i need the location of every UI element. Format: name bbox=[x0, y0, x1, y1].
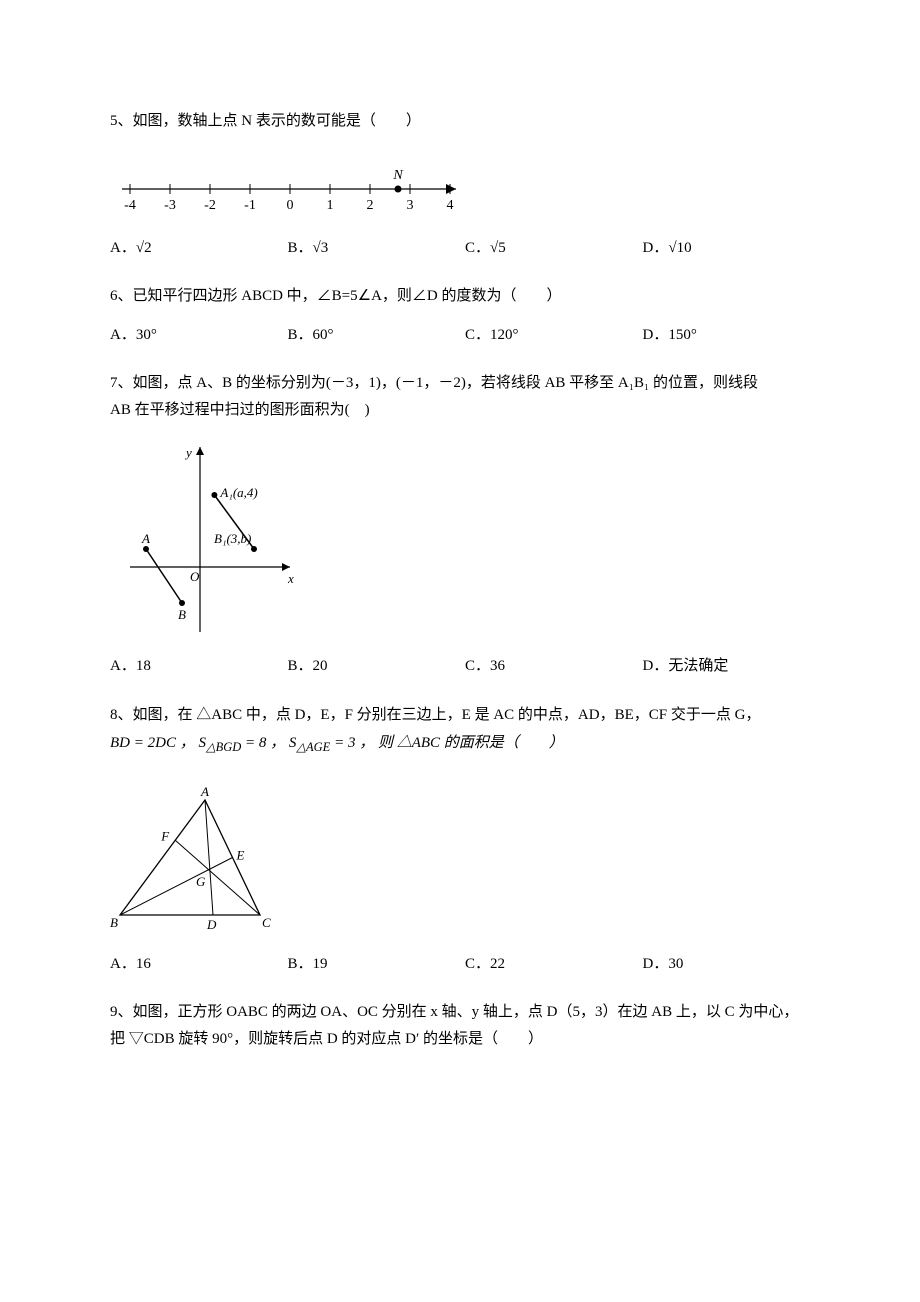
q8-l2-prefix: BD = 2DC ， S bbox=[110, 735, 206, 751]
q6-choice-b: B．60° bbox=[288, 324, 466, 347]
q5-choice-d: D．√10 bbox=[643, 237, 821, 260]
q6-c-val: 120° bbox=[490, 327, 519, 343]
svg-text:B: B bbox=[178, 607, 186, 622]
svg-text:-4: -4 bbox=[124, 198, 136, 213]
q7-choice-c: C．36 bbox=[465, 655, 643, 678]
q8-triangle: A B C D E F G bbox=[110, 785, 820, 935]
q7-choice-a: A．18 bbox=[110, 655, 288, 678]
triangle-svg: A B C D E F G bbox=[110, 785, 290, 935]
q6-a-val: 30° bbox=[136, 327, 157, 343]
q8-d-val: 30 bbox=[668, 956, 683, 972]
svg-text:1: 1 bbox=[327, 198, 334, 213]
svg-text:x: x bbox=[287, 571, 294, 586]
coord-graph-svg: Ox y A B A₁(a,4) B₁(3,b) bbox=[110, 437, 310, 637]
q5-choice-a: A．√2 bbox=[110, 237, 288, 260]
q7-c-val: 36 bbox=[490, 658, 505, 674]
svg-text:E: E bbox=[236, 847, 245, 862]
svg-text:0: 0 bbox=[287, 198, 294, 213]
svg-text:y: y bbox=[184, 445, 192, 460]
q8-choice-d: D．30 bbox=[643, 953, 821, 976]
svg-text:N: N bbox=[392, 168, 403, 183]
q6-text: 6、已知平行四边形 ABCD 中，∠B=5∠A，则∠D 的度数为（ ） bbox=[110, 285, 820, 308]
svg-text:3: 3 bbox=[407, 198, 414, 213]
q5-text: 5、如图，数轴上点 N 表示的数可能是（ ） bbox=[110, 110, 820, 133]
q9-text-2: 把 ▽CDB 旋转 90°，则旋转后点 D 的对应点 D′ 的坐标是（ ） bbox=[110, 1028, 820, 1051]
q7-choices: A．18 B．20 C．36 D．无法确定 bbox=[110, 655, 820, 678]
q6-choice-d: D．150° bbox=[643, 324, 821, 347]
svg-text:-1: -1 bbox=[244, 198, 256, 213]
q8-sub1: △BGD bbox=[206, 740, 241, 754]
q7-b-val: 20 bbox=[313, 658, 328, 674]
q7-graph: Ox y A B A₁(a,4) B₁(3,b) bbox=[110, 437, 820, 637]
svg-text:B: B bbox=[110, 915, 118, 930]
svg-text:2: 2 bbox=[367, 198, 374, 213]
q5-c-val: √5 bbox=[490, 240, 506, 256]
q5-number-line: -4 -3 -2 -1 0 1 2 3 4 N bbox=[110, 149, 820, 219]
q8-text-1: 8、如图，在 △ABC 中，点 D，E，F 分别在三边上，E 是 AC 的中点，… bbox=[110, 704, 820, 727]
q5-choice-c: C．√5 bbox=[465, 237, 643, 260]
svg-text:B₁(3,b): B₁(3,b) bbox=[214, 531, 251, 546]
q6-choice-a: A．30° bbox=[110, 324, 288, 347]
svg-text:D: D bbox=[206, 917, 217, 932]
q8-sub2: △AGE bbox=[296, 740, 330, 754]
q7-choice-b: B．20 bbox=[288, 655, 466, 678]
q5-a-val: √2 bbox=[136, 240, 152, 256]
q7-text-1: 7、如图，点 A、B 的坐标分别为(－3，1)，(－1，－2)，若将线段 AB … bbox=[110, 372, 820, 395]
q8-choice-c: C．22 bbox=[465, 953, 643, 976]
q5-d-val: √10 bbox=[668, 240, 691, 256]
svg-text:G: G bbox=[196, 874, 206, 889]
q9-text-1: 9、如图，正方形 OABC 的两边 OA、OC 分别在 x 轴、y 轴上，点 D… bbox=[110, 1001, 820, 1024]
q7-d-val: 无法确定 bbox=[668, 658, 728, 674]
q6-choice-c: C．120° bbox=[465, 324, 643, 347]
svg-text:F: F bbox=[160, 828, 170, 843]
q8-choice-b: B．19 bbox=[288, 953, 466, 976]
q7-a-val: 18 bbox=[136, 658, 151, 674]
q7-text-2: AB 在平移过程中扫过的图形面积为( ) bbox=[110, 399, 820, 422]
q6-text-span: 6、已知平行四边形 ABCD 中，∠B=5∠A，则∠D 的度数为（ ） bbox=[110, 288, 562, 304]
svg-text:A₁(a,4): A₁(a,4) bbox=[219, 485, 257, 500]
svg-text:O: O bbox=[190, 569, 200, 584]
exam-page: 5、如图，数轴上点 N 表示的数可能是（ ） -4 -3 -2 -1 0 1 2 3 4 N A．… bbox=[0, 0, 920, 1110]
q8-choice-a: A．16 bbox=[110, 953, 288, 976]
svg-text:-2: -2 bbox=[204, 198, 216, 213]
q8-b-val: 19 bbox=[313, 956, 328, 972]
q8-text-2: BD = 2DC ， S△BGD = 8 ， S△AGE = 3 ， 则 △AB… bbox=[110, 732, 820, 757]
q8-choices: A．16 B．19 C．22 D．30 bbox=[110, 953, 820, 976]
q5-choice-b: B．√3 bbox=[288, 237, 466, 260]
q7-choice-d: D．无法确定 bbox=[643, 655, 821, 678]
q5-b-val: √3 bbox=[313, 240, 329, 256]
q8-mid2: = 3 ， 则 △ABC 的面积是（ ） bbox=[330, 735, 563, 751]
q6-choices: A．30° B．60° C．120° D．150° bbox=[110, 324, 820, 347]
svg-text:A: A bbox=[141, 531, 150, 546]
number-line-svg: -4 -3 -2 -1 0 1 2 3 4 N bbox=[110, 149, 470, 219]
q8-mid1: = 8 ， S bbox=[241, 735, 296, 751]
q6-d-val: 150° bbox=[668, 327, 697, 343]
svg-text:C: C bbox=[262, 915, 271, 930]
q8-a-val: 16 bbox=[136, 956, 151, 972]
svg-text:-3: -3 bbox=[164, 198, 176, 213]
svg-text:A: A bbox=[200, 785, 209, 799]
q5-choices: A．√2 B．√3 C．√5 D．√10 bbox=[110, 237, 820, 260]
q8-c-val: 22 bbox=[490, 956, 505, 972]
q6-b-val: 60° bbox=[313, 327, 334, 343]
svg-text:4: 4 bbox=[447, 198, 454, 213]
